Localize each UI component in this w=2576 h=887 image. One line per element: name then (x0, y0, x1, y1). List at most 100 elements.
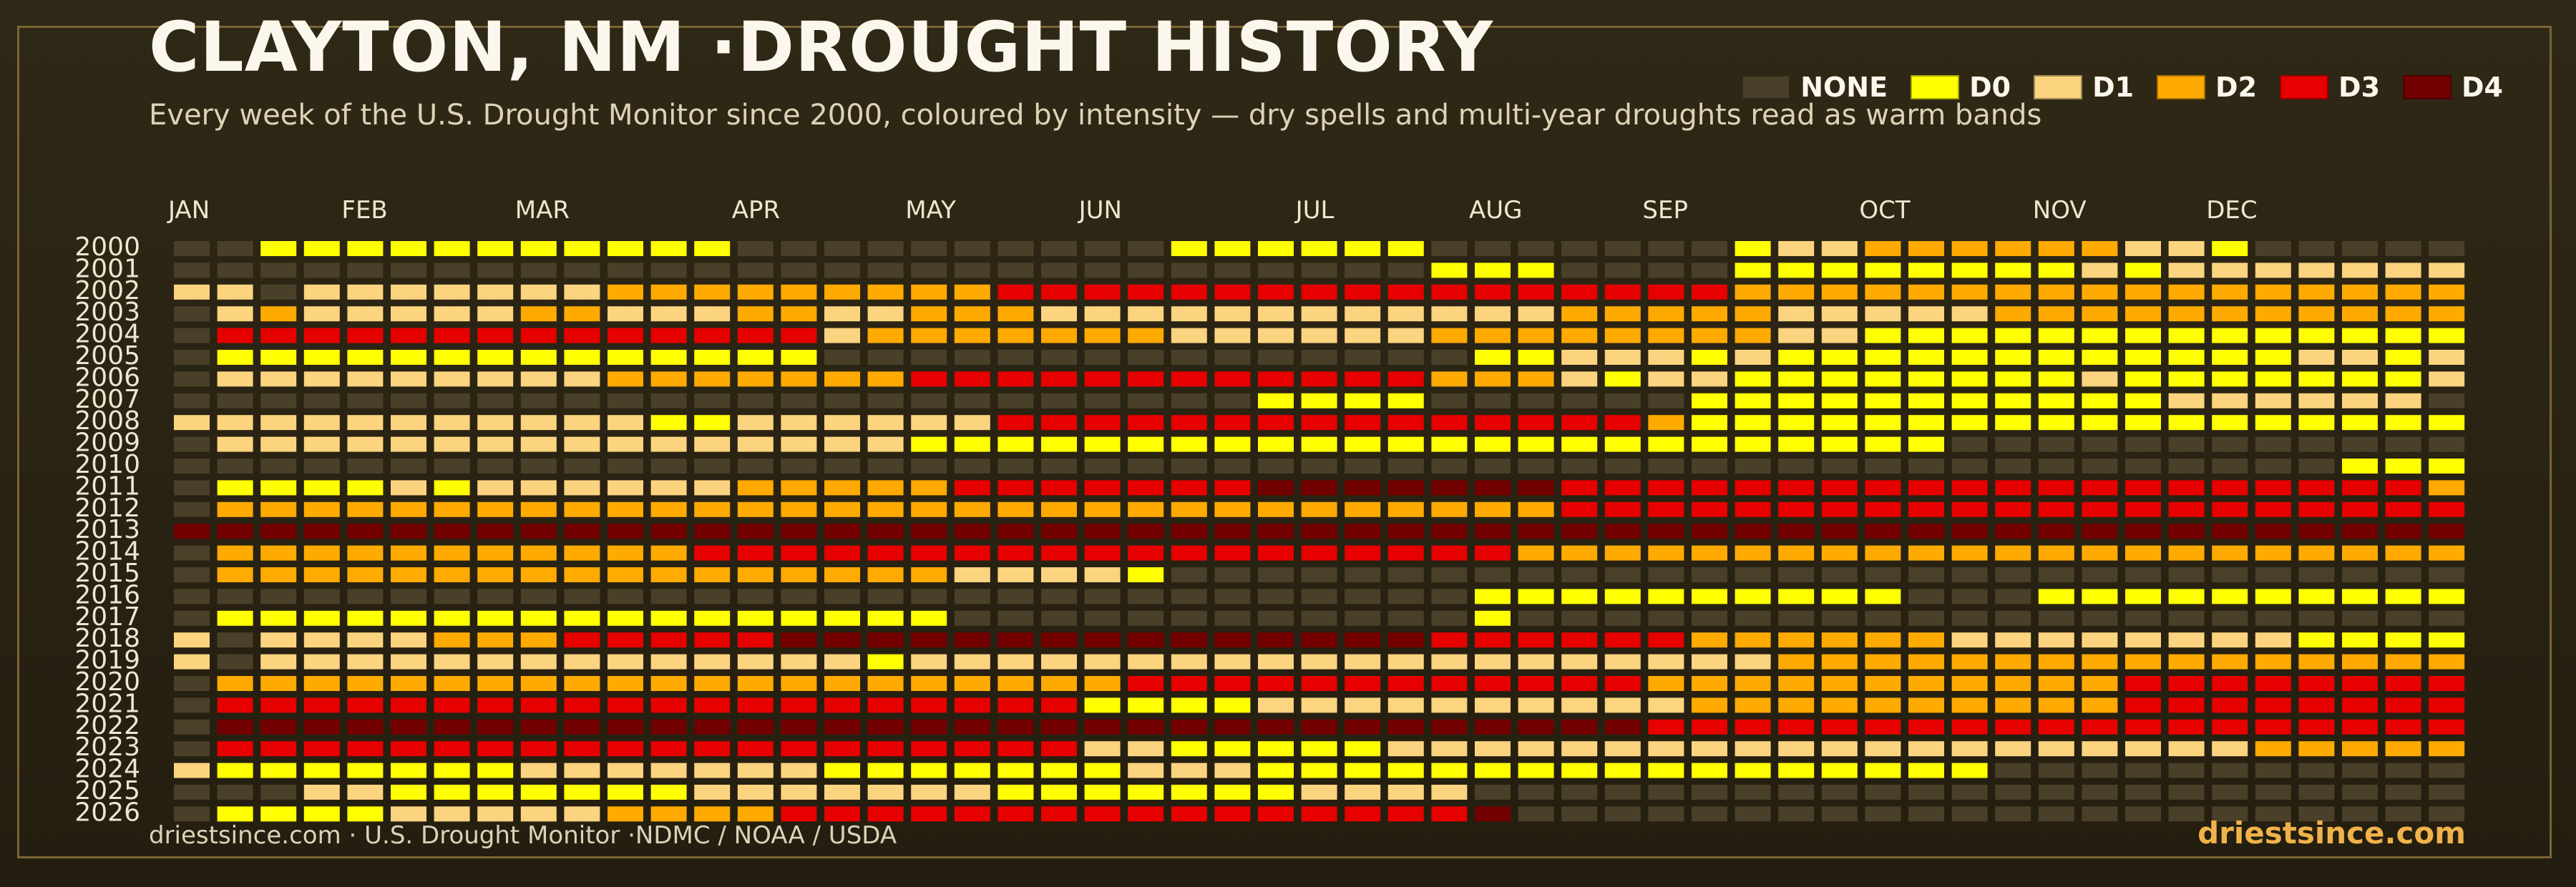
week-cell-2026-w3 (260, 806, 297, 822)
week-cell-2023-w43 (1995, 741, 2031, 757)
week-cell-2003-w52 (2385, 306, 2421, 322)
week-cell-2003-w28 (1345, 306, 1381, 322)
week-cell-2004-w6 (391, 328, 426, 343)
week-cell-2000-w33 (1561, 241, 1598, 256)
week-cell-2015-w19 (954, 567, 990, 582)
week-cell-2022-w45 (2082, 719, 2118, 735)
week-cell-2013-w8 (477, 524, 514, 539)
week-cell-2018-w45 (2082, 632, 2118, 648)
week-cell-2005-w32 (1518, 350, 1554, 365)
week-cell-2004-w19 (954, 328, 990, 343)
week-cell-2014-w16 (824, 545, 860, 561)
week-cell-2025-w48 (2212, 785, 2248, 800)
week-cell-2019-w48 (2212, 654, 2248, 670)
week-cell-2004-w13 (694, 328, 731, 343)
week-cell-2024-w31 (1475, 763, 1511, 778)
week-cell-2003-w38 (1778, 306, 1815, 322)
week-cell-2023-w8 (477, 741, 514, 757)
week-cell-2000-w40 (1865, 241, 1901, 256)
week-cell-2003-w53 (2429, 306, 2465, 322)
week-cell-2019-w33 (1561, 654, 1598, 670)
week-cell-2002-w41 (1908, 284, 1944, 300)
week-cell-2016-w1 (174, 589, 210, 604)
week-cell-2017-w32 (1518, 610, 1554, 626)
week-cell-2004-w34 (1604, 328, 1641, 343)
week-cell-2000-w42 (1951, 241, 1988, 256)
week-cell-2006-w10 (564, 371, 600, 387)
week-cell-2022-w5 (347, 719, 384, 735)
week-cell-2026-w47 (2168, 806, 2205, 822)
week-cell-2001-w34 (1604, 263, 1641, 278)
week-cell-2019-w50 (2298, 654, 2335, 670)
week-cell-2009-w9 (520, 436, 557, 452)
week-cell-2010-w40 (1865, 459, 1901, 474)
week-cell-2011-w11 (608, 480, 643, 496)
week-cell-2009-w10 (564, 436, 600, 452)
week-cell-2002-w18 (911, 284, 947, 300)
week-cell-2020-w9 (520, 676, 557, 691)
week-cell-2019-w11 (608, 654, 643, 670)
week-cell-2012-w22 (1084, 501, 1121, 517)
week-cell-2008-w9 (520, 415, 557, 431)
week-cell-2002-w48 (2212, 284, 2248, 300)
week-cell-2024-w35 (1648, 763, 1684, 778)
week-cell-2026-w15 (781, 806, 817, 822)
week-cell-2007-w25 (1214, 393, 1251, 408)
week-cell-2017-w45 (2082, 610, 2118, 626)
week-cell-2017-w48 (2212, 610, 2248, 626)
week-cell-2024-w28 (1345, 763, 1381, 778)
week-cell-2024-w41 (1908, 763, 1944, 778)
week-cell-2011-w43 (1995, 480, 2031, 496)
week-cell-2026-w2 (217, 806, 253, 822)
week-cell-2011-w39 (1821, 480, 1858, 496)
legend-item-d1: D1 (2034, 72, 2147, 103)
week-cell-2000-w28 (1345, 241, 1381, 256)
week-cell-2003-w47 (2168, 306, 2205, 322)
week-cell-2021-w33 (1561, 697, 1598, 713)
week-cell-2005-w39 (1821, 350, 1858, 365)
week-cell-2018-w11 (608, 632, 643, 648)
week-cell-2005-w7 (434, 350, 470, 365)
week-cell-2003-w13 (694, 306, 731, 322)
week-cell-2021-w23 (1128, 697, 1164, 713)
week-cell-2017-w1 (174, 610, 210, 626)
week-cell-2003-w16 (824, 306, 860, 322)
week-cell-2022-w38 (1778, 719, 1815, 735)
week-cell-2026-w19 (954, 806, 990, 822)
week-cell-2013-w6 (391, 524, 426, 539)
week-cell-2024-w14 (737, 763, 774, 778)
week-cell-2005-w37 (1735, 350, 1771, 365)
week-cell-2025-w51 (2342, 785, 2378, 800)
week-cell-2009-w40 (1865, 436, 1901, 452)
week-cell-2026-w21 (1041, 806, 1077, 822)
week-cell-2014-w32 (1518, 545, 1554, 561)
week-cell-2020-w19 (954, 676, 990, 691)
week-cell-2002-w27 (1301, 284, 1337, 300)
week-cell-2018-w5 (347, 632, 384, 648)
brand-link[interactable]: driestsince.com (2197, 815, 2466, 851)
week-cell-2022-w47 (2168, 719, 2205, 735)
week-cell-2013-w22 (1084, 524, 1121, 539)
week-cell-2006-w4 (303, 371, 340, 387)
week-cell-2024-w29 (1387, 763, 1424, 778)
week-cell-2015-w5 (347, 567, 384, 582)
week-cell-2003-w4 (303, 306, 340, 322)
week-cell-2015-w8 (477, 567, 514, 582)
week-cell-2015-w7 (434, 567, 470, 582)
week-cell-2016-w34 (1604, 589, 1641, 604)
week-cell-2013-w32 (1518, 524, 1554, 539)
year-label-2011: 2011 (74, 471, 140, 501)
week-cell-2002-w24 (1171, 284, 1207, 300)
month-label-may: MAY (905, 196, 956, 225)
week-cell-2001-w24 (1171, 263, 1207, 278)
week-cell-2018-w12 (650, 632, 687, 648)
week-cell-2001-w28 (1345, 263, 1381, 278)
week-cell-2018-w27 (1301, 632, 1337, 648)
week-cell-2015-w33 (1561, 567, 1598, 582)
week-cell-2019-w53 (2429, 654, 2465, 670)
week-cell-2013-w43 (1995, 524, 2031, 539)
week-cell-2026-w26 (1258, 806, 1294, 822)
week-cell-2019-w24 (1171, 654, 1207, 670)
week-cell-2026-w8 (477, 806, 514, 822)
week-cell-2013-w38 (1778, 524, 1815, 539)
